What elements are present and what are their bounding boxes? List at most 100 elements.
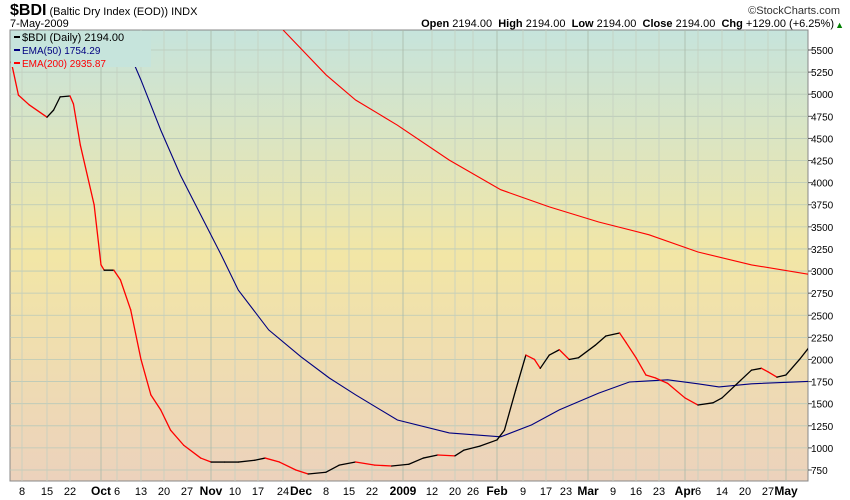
price-segment: [169, 429, 185, 446]
x-tick-label: 6: [695, 486, 701, 498]
price-segment: [514, 354, 527, 392]
x-tick-label: 17: [252, 486, 264, 498]
price-segment: [307, 471, 327, 475]
date-label: 7-May-2009: [10, 18, 69, 30]
y-tick-label: 3500: [811, 223, 834, 234]
x-tick-label: 6: [114, 486, 120, 498]
price-segment: [264, 457, 281, 463]
x-tick-label: 9: [610, 486, 616, 498]
y-tick-label: 4250: [811, 157, 834, 168]
price-segment: [254, 457, 266, 461]
legend-entry: $BDI (Daily) 2194.00: [22, 32, 124, 44]
high-value: 2194.00: [525, 18, 566, 30]
y-tick-label: 4000: [811, 179, 834, 190]
open-value: 2194.00: [452, 18, 493, 30]
price-segment: [17, 94, 30, 106]
low-value: 2194.00: [596, 18, 637, 30]
exchange: INDX: [171, 6, 198, 18]
legend-entry: EMA(50) 1754.29: [22, 46, 101, 57]
price-segment: [72, 103, 81, 146]
price-segment: [119, 279, 132, 311]
price-segment: [798, 347, 808, 361]
symbol: $BDI: [10, 2, 47, 19]
price-segment: [767, 371, 778, 378]
x-tick-label: 22: [366, 486, 378, 498]
price-segment: [618, 332, 627, 344]
price-segment: [325, 464, 340, 473]
y-tick-label: 2750: [811, 289, 834, 300]
ema200-line: [282, 30, 808, 275]
y-tick-label: 5500: [811, 46, 834, 57]
price-segment: [69, 95, 75, 105]
ema50-line: [123, 40, 808, 438]
price-segment: [93, 204, 102, 266]
open-label: Open: [421, 18, 450, 30]
y-tick-label: 1750: [811, 378, 834, 389]
close-value: 2194.00: [675, 18, 716, 30]
x-tick-label: Oct: [91, 484, 111, 498]
price-segment: [113, 269, 122, 281]
y-tick-label: 1500: [811, 400, 834, 411]
price-segment: [533, 358, 541, 369]
chg-value: +129.00 (+6.25%): [745, 18, 834, 30]
price-segment: [539, 354, 550, 369]
price-segment: [558, 349, 570, 361]
x-tick-label: 15: [343, 486, 355, 498]
x-tick-label: Apr: [675, 484, 696, 498]
price-segment: [374, 464, 393, 467]
x-tick-label: 24: [277, 486, 289, 498]
price-segment: [183, 444, 202, 459]
price-segment: [454, 449, 465, 457]
y-tick-label: 1250: [811, 422, 834, 433]
price-segment: [100, 264, 105, 271]
x-tick-label: Nov: [200, 484, 223, 498]
price-segment: [635, 357, 647, 376]
y-tick-label: 5250: [811, 68, 834, 79]
price-segment: [28, 104, 48, 118]
y-tick-label: 4500: [811, 134, 834, 145]
price-segment: [684, 397, 699, 406]
price-segment: [645, 374, 657, 379]
price-segment: [577, 344, 596, 359]
price-segment: [130, 309, 142, 361]
y-tick-label: 2250: [811, 333, 834, 344]
price-segment: [548, 349, 560, 356]
price-segment: [568, 357, 580, 361]
price-segment: [740, 369, 753, 381]
x-tick-label: 8: [19, 486, 25, 498]
price-segment: [46, 109, 55, 118]
price-segment: [10, 61, 20, 96]
x-tick-label: 23: [560, 486, 572, 498]
price-segment: [655, 377, 669, 384]
price-segment: [437, 454, 456, 457]
price-segment: [354, 461, 376, 466]
close-label: Close: [642, 18, 673, 30]
x-tick-label: 2009: [390, 484, 417, 498]
chg-label: Chg: [721, 18, 743, 30]
y-tick-label: 3750: [811, 201, 834, 212]
y-tick-label: 1000: [811, 444, 834, 455]
y-tick-label: 2500: [811, 311, 834, 322]
x-tick-label: 17: [540, 486, 552, 498]
price-segment: [463, 445, 481, 451]
price-segment: [760, 367, 769, 373]
x-tick-label: Mar: [577, 484, 599, 498]
x-tick-label: 20: [739, 486, 751, 498]
x-tick-label: 22: [64, 486, 76, 498]
price-segment: [338, 461, 357, 466]
price-segment: [422, 454, 439, 459]
x-tick-label: Dec: [290, 484, 312, 498]
x-tick-label: May: [774, 484, 798, 498]
price-segment: [525, 354, 536, 361]
up-arrow-icon: ▲: [835, 20, 844, 30]
price-segment: [52, 96, 61, 111]
price-segment: [150, 394, 162, 411]
x-tick-label: 26: [467, 486, 479, 498]
legend-background: [11, 31, 151, 67]
price-segment: [503, 389, 517, 431]
y-tick-label: 5000: [811, 90, 834, 101]
x-tick-label: 15: [41, 486, 53, 498]
brand[interactable]: ©StockCharts.com: [748, 5, 840, 17]
price-segment: [79, 144, 95, 206]
